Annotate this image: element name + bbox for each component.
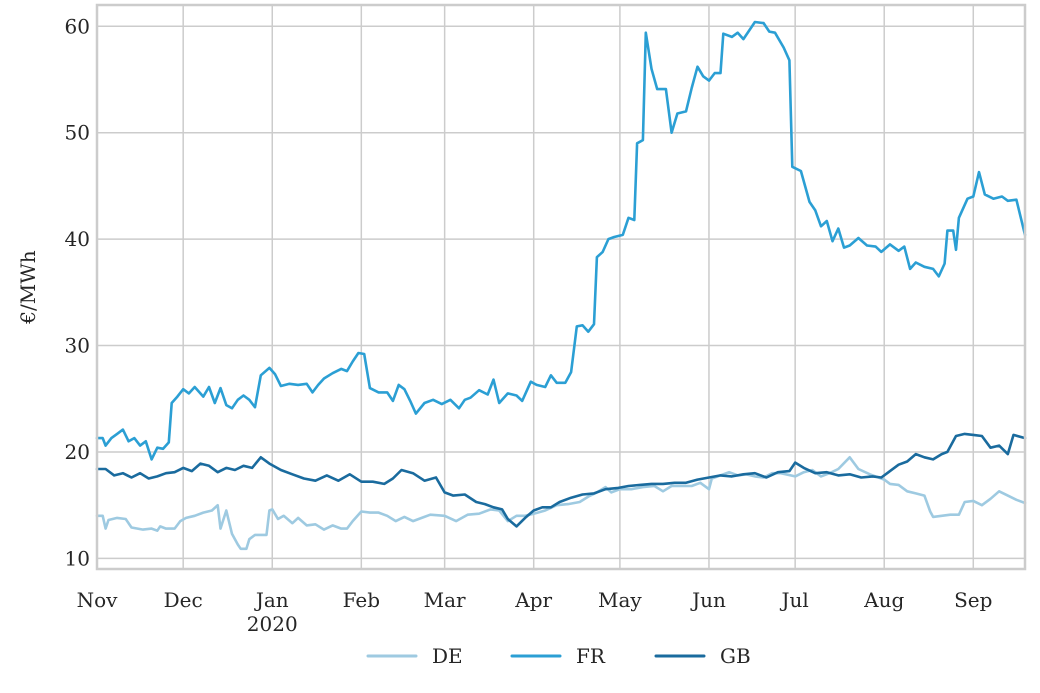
y-tick-label: 30 [65,334,90,358]
x-tick-label: Apr [514,588,552,612]
series-line-fr [95,20,1027,461]
y-tick-label: 20 [65,440,90,464]
y-tick-labels: 10 20 30 40 50 60 [65,14,90,570]
y-tick-label: 40 [65,227,90,251]
x-tick-sublabel: 2020 [247,612,298,636]
x-tick-label: Mar [424,588,466,612]
y-tick-label: 10 [65,546,90,570]
x-tick-label: Jul [780,588,809,612]
legend: DE FR GB [366,644,751,668]
x-tick-label: Jan [254,588,289,612]
x-tick-label: Jun [690,588,726,612]
legend-label-de: DE [432,644,463,668]
x-tick-label: Nov [77,588,119,612]
x-tick-label: Feb [343,588,380,612]
plot-frame [95,3,1027,571]
series-line-gb [95,432,1027,528]
x-tick-label: Sep [954,588,992,612]
x-tick-label: May [598,588,642,612]
y-axis-title: €/MWh [16,250,40,324]
series-line-de [95,456,1027,551]
x-tick-label: Dec [164,588,203,612]
y-tick-label: 50 [65,121,90,145]
series-layer [95,20,1027,551]
legend-label-fr: FR [576,644,606,668]
x-tick-label: Aug [863,588,904,612]
y-tick-label: 60 [65,14,90,38]
grid-lines [96,5,1025,569]
legend-label-gb: GB [720,644,751,668]
